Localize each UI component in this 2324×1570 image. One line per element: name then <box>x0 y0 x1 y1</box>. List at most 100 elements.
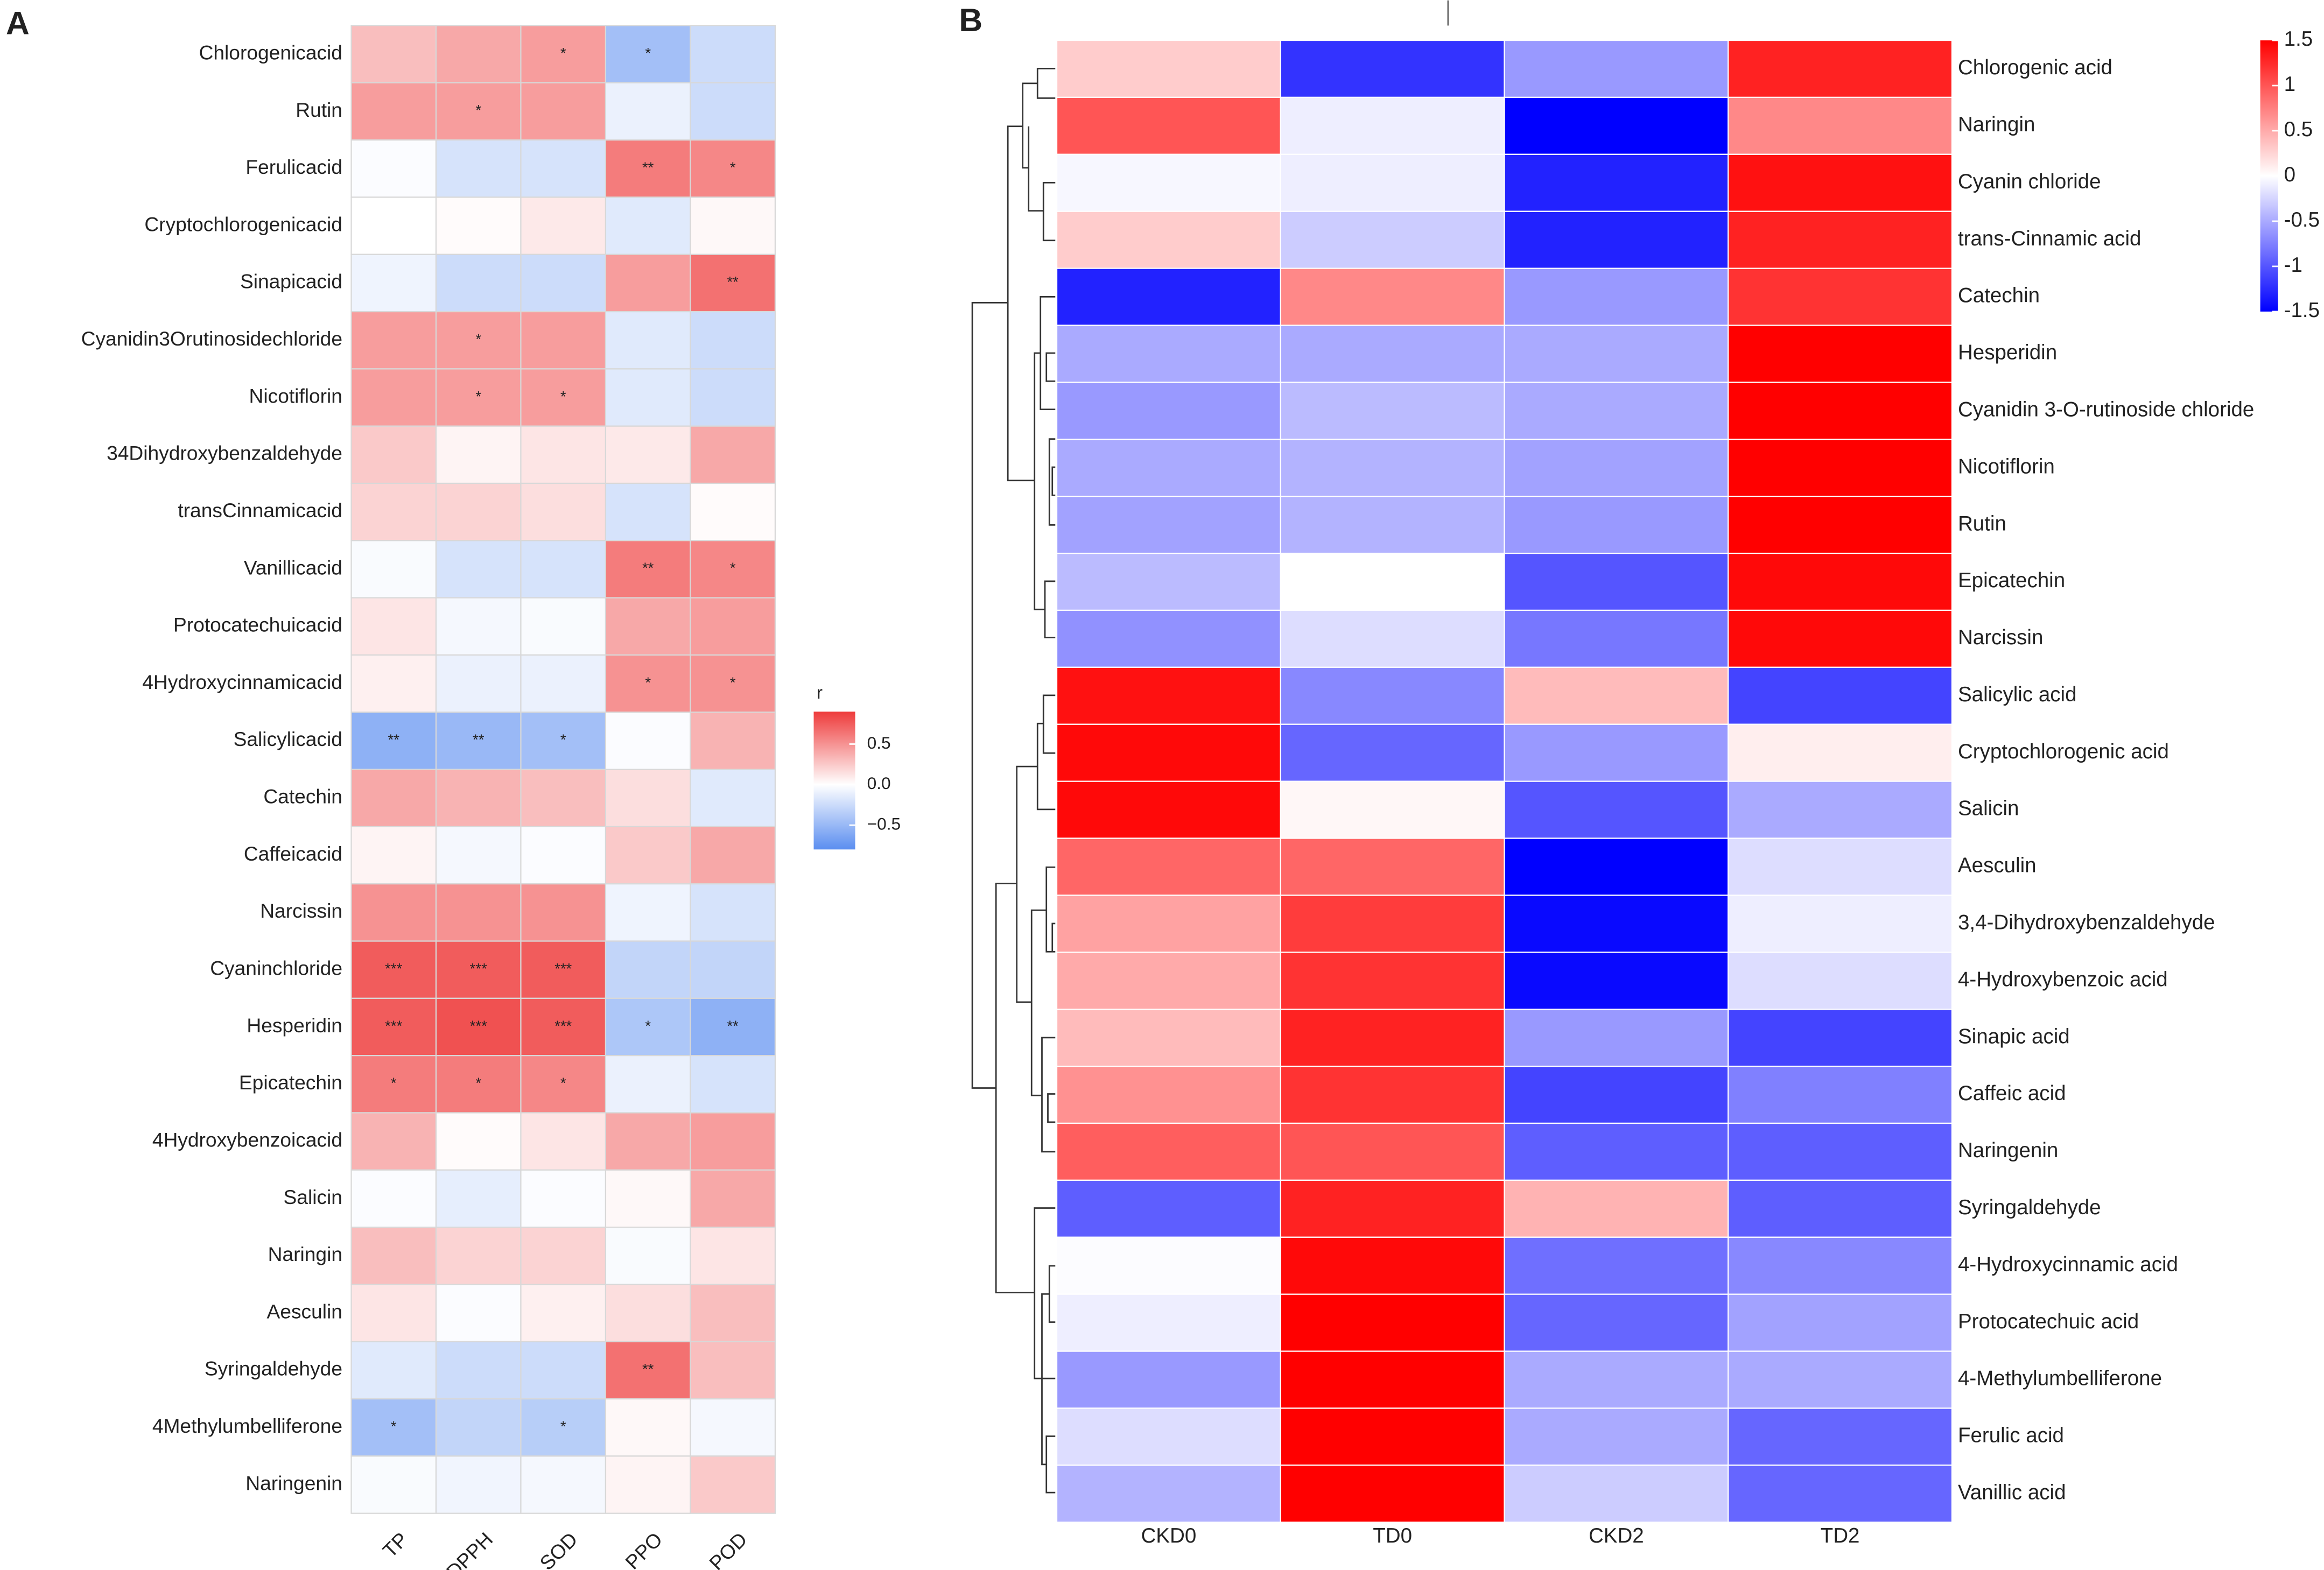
heat-cell <box>690 826 776 885</box>
row-label: Sinapic acid <box>1958 1025 2070 1048</box>
heat-cell <box>350 482 437 541</box>
heat-cell <box>1504 382 1729 440</box>
heat-cell <box>435 1455 522 1514</box>
heat-cell <box>350 1055 437 1114</box>
heat-cell <box>350 826 437 885</box>
heat-cell <box>1280 1065 1505 1124</box>
heat-cell <box>1280 382 1505 440</box>
colorbar-tick-label: 0 <box>2284 163 2295 186</box>
significance-star: ** <box>642 1361 654 1377</box>
significance-star: *** <box>470 960 487 977</box>
heat-cell <box>1728 1122 1953 1181</box>
heat-cell <box>1056 837 1281 896</box>
heat-cell <box>1728 1465 1953 1523</box>
colorbar-tick-label: -1 <box>2284 254 2302 277</box>
heat-cell <box>690 940 776 999</box>
row-label: Salicin <box>284 1186 342 1208</box>
heat-cell <box>435 482 522 541</box>
row-label: 4-Hydroxycinnamic acid <box>1958 1253 2178 1276</box>
heat-cell <box>1056 210 1281 269</box>
significance-star: *** <box>470 1017 487 1034</box>
heat-cell <box>350 769 437 828</box>
heat-cell <box>435 1284 522 1342</box>
heat-cell <box>350 368 437 427</box>
heat-cell <box>1280 552 1505 611</box>
heat-cell <box>690 1112 776 1171</box>
column-label: DPPH <box>442 1528 497 1570</box>
heat-cell <box>350 311 437 370</box>
row-label: Ferulic acid <box>1958 1424 2064 1447</box>
colorbar-tick-label: 0.5 <box>2284 118 2313 141</box>
heat-cell <box>520 1169 607 1228</box>
row-label: Naringin <box>268 1243 342 1265</box>
heat-cell <box>350 597 437 656</box>
heat-cell <box>1056 895 1281 953</box>
heat-cell <box>435 196 522 255</box>
heat-cell <box>350 254 437 313</box>
heat-cell <box>1728 609 1953 668</box>
heat-cell <box>1280 1465 1505 1523</box>
column-label: SOD <box>535 1528 582 1570</box>
heat-cell <box>350 25 437 83</box>
heat-cell <box>605 254 691 313</box>
heat-cell <box>520 883 607 942</box>
significance-star: * <box>391 1075 397 1092</box>
heat-cell <box>690 196 776 255</box>
heat-cell <box>605 311 691 370</box>
heat-cell <box>1056 1407 1281 1466</box>
heat-cell <box>1504 780 1729 839</box>
row-label: 4Methylumbelliferone <box>152 1414 342 1437</box>
row-label: trans-Cinnamic acid <box>1958 227 2141 250</box>
heat-cell <box>520 425 607 484</box>
heat-cell <box>1504 1179 1729 1238</box>
column-label: CKD2 <box>1589 1524 1644 1547</box>
significance-star: * <box>475 330 481 347</box>
heat-cell <box>350 883 437 942</box>
heat-cell <box>1728 837 1953 896</box>
heat-cell <box>1280 439 1505 497</box>
heat-cell <box>1280 780 1505 839</box>
heat-cell <box>1504 39 1729 98</box>
heat-cell <box>1504 1009 1729 1067</box>
heat-cell <box>605 1169 691 1228</box>
colorbar-tick-label: 1 <box>2284 73 2295 96</box>
heat-cell <box>1728 952 1953 1010</box>
heat-cell <box>350 82 437 141</box>
heat-cell <box>435 1341 522 1400</box>
heat-cell <box>605 1398 691 1457</box>
colorbar <box>813 712 855 850</box>
heat-cell <box>1728 39 1953 98</box>
heat-cell <box>350 1341 437 1400</box>
heat-cell <box>605 1341 691 1400</box>
heat-cell <box>435 597 522 656</box>
heat-cell <box>520 540 607 599</box>
heat-cell <box>1280 496 1505 554</box>
heat-cell <box>605 1112 691 1171</box>
heat-cell <box>1728 666 1953 725</box>
heat-cell <box>1504 496 1729 554</box>
row-label: Catechin <box>263 785 342 808</box>
heat-cell <box>690 482 776 541</box>
row-label: Catechin <box>1958 284 2040 307</box>
heat-cell <box>690 712 776 770</box>
heat-cell <box>435 1055 522 1114</box>
significance-star: * <box>560 731 566 748</box>
heat-cell <box>435 254 522 313</box>
significance-star: * <box>475 388 481 405</box>
heat-cell <box>1504 895 1729 953</box>
heat-cell <box>520 1112 607 1171</box>
significance-star: * <box>475 102 481 118</box>
row-label: Hesperidin <box>1958 341 2057 364</box>
panel-label: B <box>959 2 982 38</box>
heat-cell <box>350 1112 437 1171</box>
heat-cell <box>690 1169 776 1228</box>
row-label: Rutin <box>1958 512 2006 535</box>
heat-cell <box>690 1284 776 1342</box>
heat-cell <box>1728 895 1953 953</box>
heat-cell <box>1280 153 1505 212</box>
heat-cell <box>1056 1350 1281 1409</box>
row-label: Nicotiflorin <box>1958 455 2055 478</box>
heat-cell <box>1504 1407 1729 1466</box>
heat-cell <box>1728 1350 1953 1409</box>
heat-cell <box>690 1455 776 1514</box>
